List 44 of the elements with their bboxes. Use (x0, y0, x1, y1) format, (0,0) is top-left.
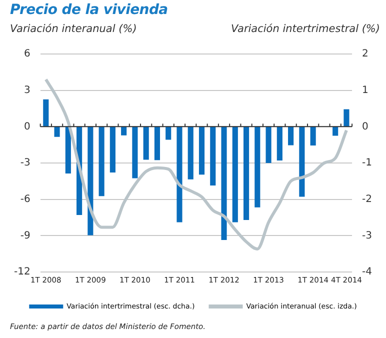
y2-tick-label: -1 (362, 158, 372, 169)
y-axis-title: Variación interanual (%) (10, 23, 137, 35)
bar (243, 126, 250, 220)
bar (110, 126, 116, 172)
bar (266, 126, 272, 163)
bar (54, 126, 60, 137)
y-tick-label: -3 (20, 158, 30, 169)
y2-tick-label: -4 (362, 266, 372, 278)
bar (88, 126, 94, 236)
bar (198, 126, 205, 175)
bar (254, 126, 260, 208)
bar (176, 126, 182, 222)
y2-tick-label: -2 (362, 194, 372, 205)
bar (344, 109, 350, 127)
y2-tick-label: -3 (362, 230, 372, 242)
chart-title: Precio de la vivienda (10, 2, 168, 18)
bar (65, 126, 71, 174)
y-tick-label: 6 (24, 48, 30, 60)
bar (288, 126, 294, 146)
bar (232, 126, 238, 222)
bar (310, 126, 316, 146)
y-tick-label: -6 (20, 194, 30, 205)
bar (188, 126, 194, 180)
bar (210, 126, 216, 186)
y-tick-label: -12 (14, 266, 30, 278)
y2-tick-label: 0 (362, 121, 368, 132)
y2-tick-label: 1 (362, 84, 368, 96)
bar (121, 126, 127, 136)
bar (221, 126, 227, 240)
bar (299, 126, 305, 197)
bar (132, 126, 138, 178)
bar (276, 126, 282, 160)
bar (98, 126, 104, 196)
y-tick-label: -9 (20, 230, 30, 242)
y-tick-label: 0 (24, 121, 30, 132)
y-tick-label: 3 (24, 84, 30, 96)
bar (166, 126, 172, 140)
bar (154, 126, 160, 160)
bar (43, 99, 49, 127)
y2-axis-title: Variación intertrimestral (%) (231, 23, 380, 35)
bar (143, 126, 149, 160)
line-series (44, 78, 348, 250)
y2-tick-label: 2 (362, 48, 368, 60)
bar (332, 126, 338, 136)
